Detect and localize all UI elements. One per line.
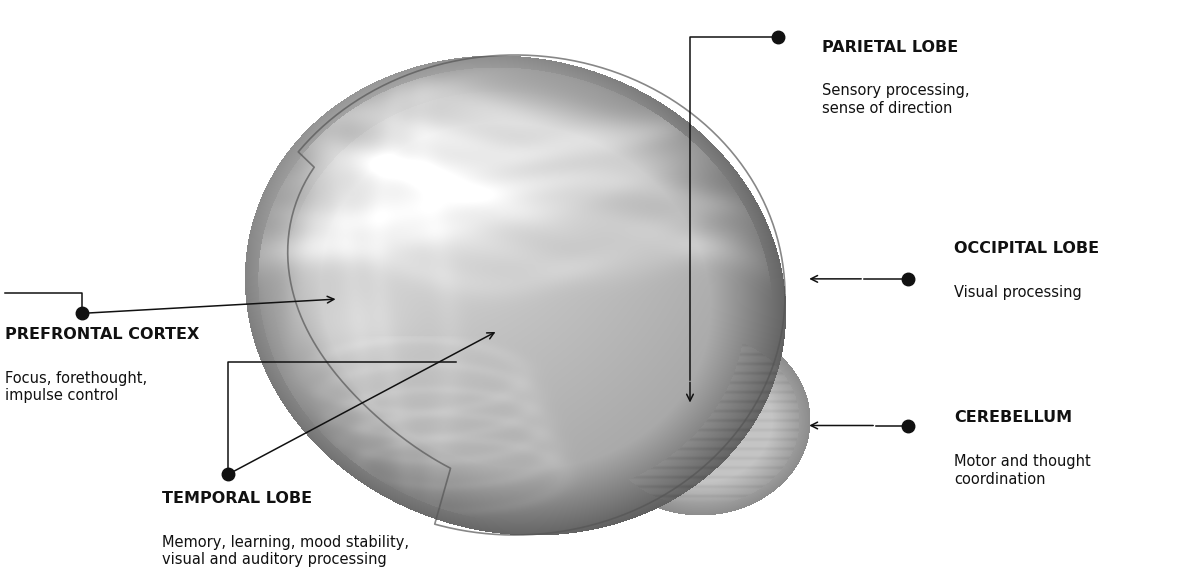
Text: CEREBELLUM: CEREBELLUM <box>954 411 1072 425</box>
Text: Motor and thought
coordination: Motor and thought coordination <box>954 454 1091 486</box>
Text: OCCIPITAL LOBE: OCCIPITAL LOBE <box>954 241 1099 256</box>
Text: TEMPORAL LOBE: TEMPORAL LOBE <box>162 491 312 506</box>
Text: Sensory processing,
sense of direction: Sensory processing, sense of direction <box>822 83 970 116</box>
Text: Visual processing: Visual processing <box>954 285 1081 300</box>
Text: PREFRONTAL CORTEX: PREFRONTAL CORTEX <box>5 327 199 342</box>
Text: PARIETAL LOBE: PARIETAL LOBE <box>822 40 959 55</box>
Text: Focus, forethought,
impulse control: Focus, forethought, impulse control <box>5 371 146 403</box>
Text: Memory, learning, mood stability,
visual and auditory processing: Memory, learning, mood stability, visual… <box>162 535 409 567</box>
